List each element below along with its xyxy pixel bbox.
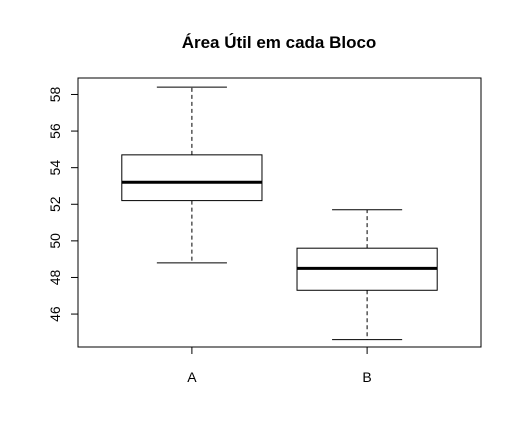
boxes-layer: [121, 86, 438, 341]
y-tick-label: 48: [47, 269, 63, 285]
y-tick-label: 50: [47, 233, 63, 249]
box-group-b: [296, 209, 438, 341]
y-axis: 46 48 50 52 54 56 58: [47, 86, 79, 322]
x-tick-label: A: [187, 369, 197, 385]
iqr-box: [121, 154, 263, 202]
plot-frame: [77, 77, 482, 348]
y-tick-label: 52: [47, 196, 63, 212]
x-tick-label: B: [362, 369, 371, 385]
chart-title: Área Útil em cada Bloco: [182, 33, 377, 52]
box-group-a: [121, 86, 263, 264]
y-tick-label: 56: [47, 123, 63, 139]
y-tick-label: 54: [47, 160, 63, 176]
y-tick-label: 46: [47, 306, 63, 322]
y-tick-label: 58: [47, 86, 63, 102]
